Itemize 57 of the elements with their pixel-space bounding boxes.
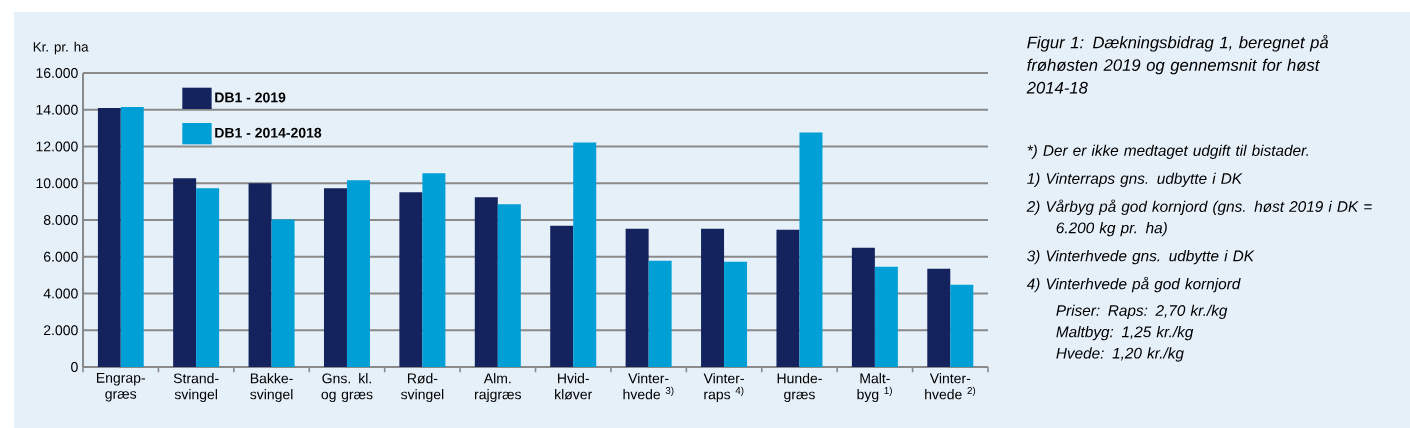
y-tick-label: 0 (71, 362, 78, 372)
x-tick-label: Vinter- hvede $^{2)}$ (925, 373, 976, 400)
bar (950, 284, 974, 367)
y-tick-label: 2.000 (43, 325, 78, 336)
text: Priser: Raps: 2,70 kr./kg (1056, 304, 1228, 319)
bar (724, 261, 748, 367)
bar (173, 178, 197, 367)
legend-label: DB1 - 2019 (215, 92, 286, 103)
bar (399, 192, 423, 367)
x-tick-label: Alm. rajgræs (475, 373, 521, 403)
text: 1) Vinterraps gns. udbytte i DK (1027, 172, 1243, 187)
y-tick-label: 14.000 (36, 104, 78, 115)
text: *) Der er ikke medtaget udgift til bistader. (1027, 144, 1308, 159)
text: Maltbyg: 1,25 kr./kg (1056, 326, 1194, 341)
x-tick-label: Strand- svingel (173, 373, 219, 403)
bar (648, 260, 672, 367)
legend-label: DB1 - 2014-2018 (215, 127, 322, 138)
bar (271, 219, 295, 367)
y-tick-label: 10.000 (36, 178, 78, 189)
y-tick-label: 8.000 (43, 215, 78, 225)
bar (474, 197, 498, 367)
x-tick-label: Vinter- hvede $^{3)}$ (623, 373, 674, 400)
bar (851, 247, 875, 367)
bar (874, 266, 898, 367)
bar (550, 225, 574, 367)
bar (927, 268, 951, 367)
x-tick-label: Gns. kl. og græs (321, 373, 373, 403)
x-tick-label: Bakke- svingel (250, 373, 293, 403)
y-tick-label: 16.000 (36, 68, 78, 78)
bar (799, 132, 823, 367)
x-tick-label: Malt- byg $^{1)}$ (857, 373, 892, 403)
x-tick-label: Engrap- græs (96, 373, 145, 402)
text: Figur 1: Dækningsbidrag 1, beregnet på frøhøsten 2019 og gennemsnit for høst 2014-18 (1026, 34, 1329, 94)
x-tick-label: Hunde- græs (777, 373, 822, 403)
text: Hvede: 1,20 kr./kg (1056, 347, 1184, 362)
bar (573, 142, 597, 367)
text: 3) Vinterhvede gns. udbytte i DK (1027, 250, 1255, 265)
bar (625, 228, 649, 367)
bar (776, 229, 800, 367)
bar (422, 173, 446, 367)
x-tick-label: Rød- svingel (401, 373, 444, 403)
y-tick-label: 6.000 (43, 251, 78, 262)
y-axis-title: Kr. pr. ha (33, 41, 89, 55)
y-tick-label: 4.000 (43, 288, 78, 299)
text: 4) Vinterhvede på god kornjord (1026, 276, 1241, 293)
bar (701, 228, 725, 367)
bar (323, 188, 347, 367)
x-tick-label: Hvid- kløver (555, 373, 593, 400)
bar (120, 106, 144, 367)
bar (248, 183, 272, 367)
text: 2) Vårbyg på god kornjord (gns. høst 2019 i DK = 6.200 kg pr. ha) (1026, 199, 1372, 237)
y-tick-label: 12.000 (36, 141, 78, 152)
bar (196, 188, 220, 367)
x-tick-label: Vinter- raps $^{4)}$ (703, 373, 744, 403)
bar (346, 180, 370, 367)
bar (97, 107, 121, 367)
bar (497, 204, 521, 367)
